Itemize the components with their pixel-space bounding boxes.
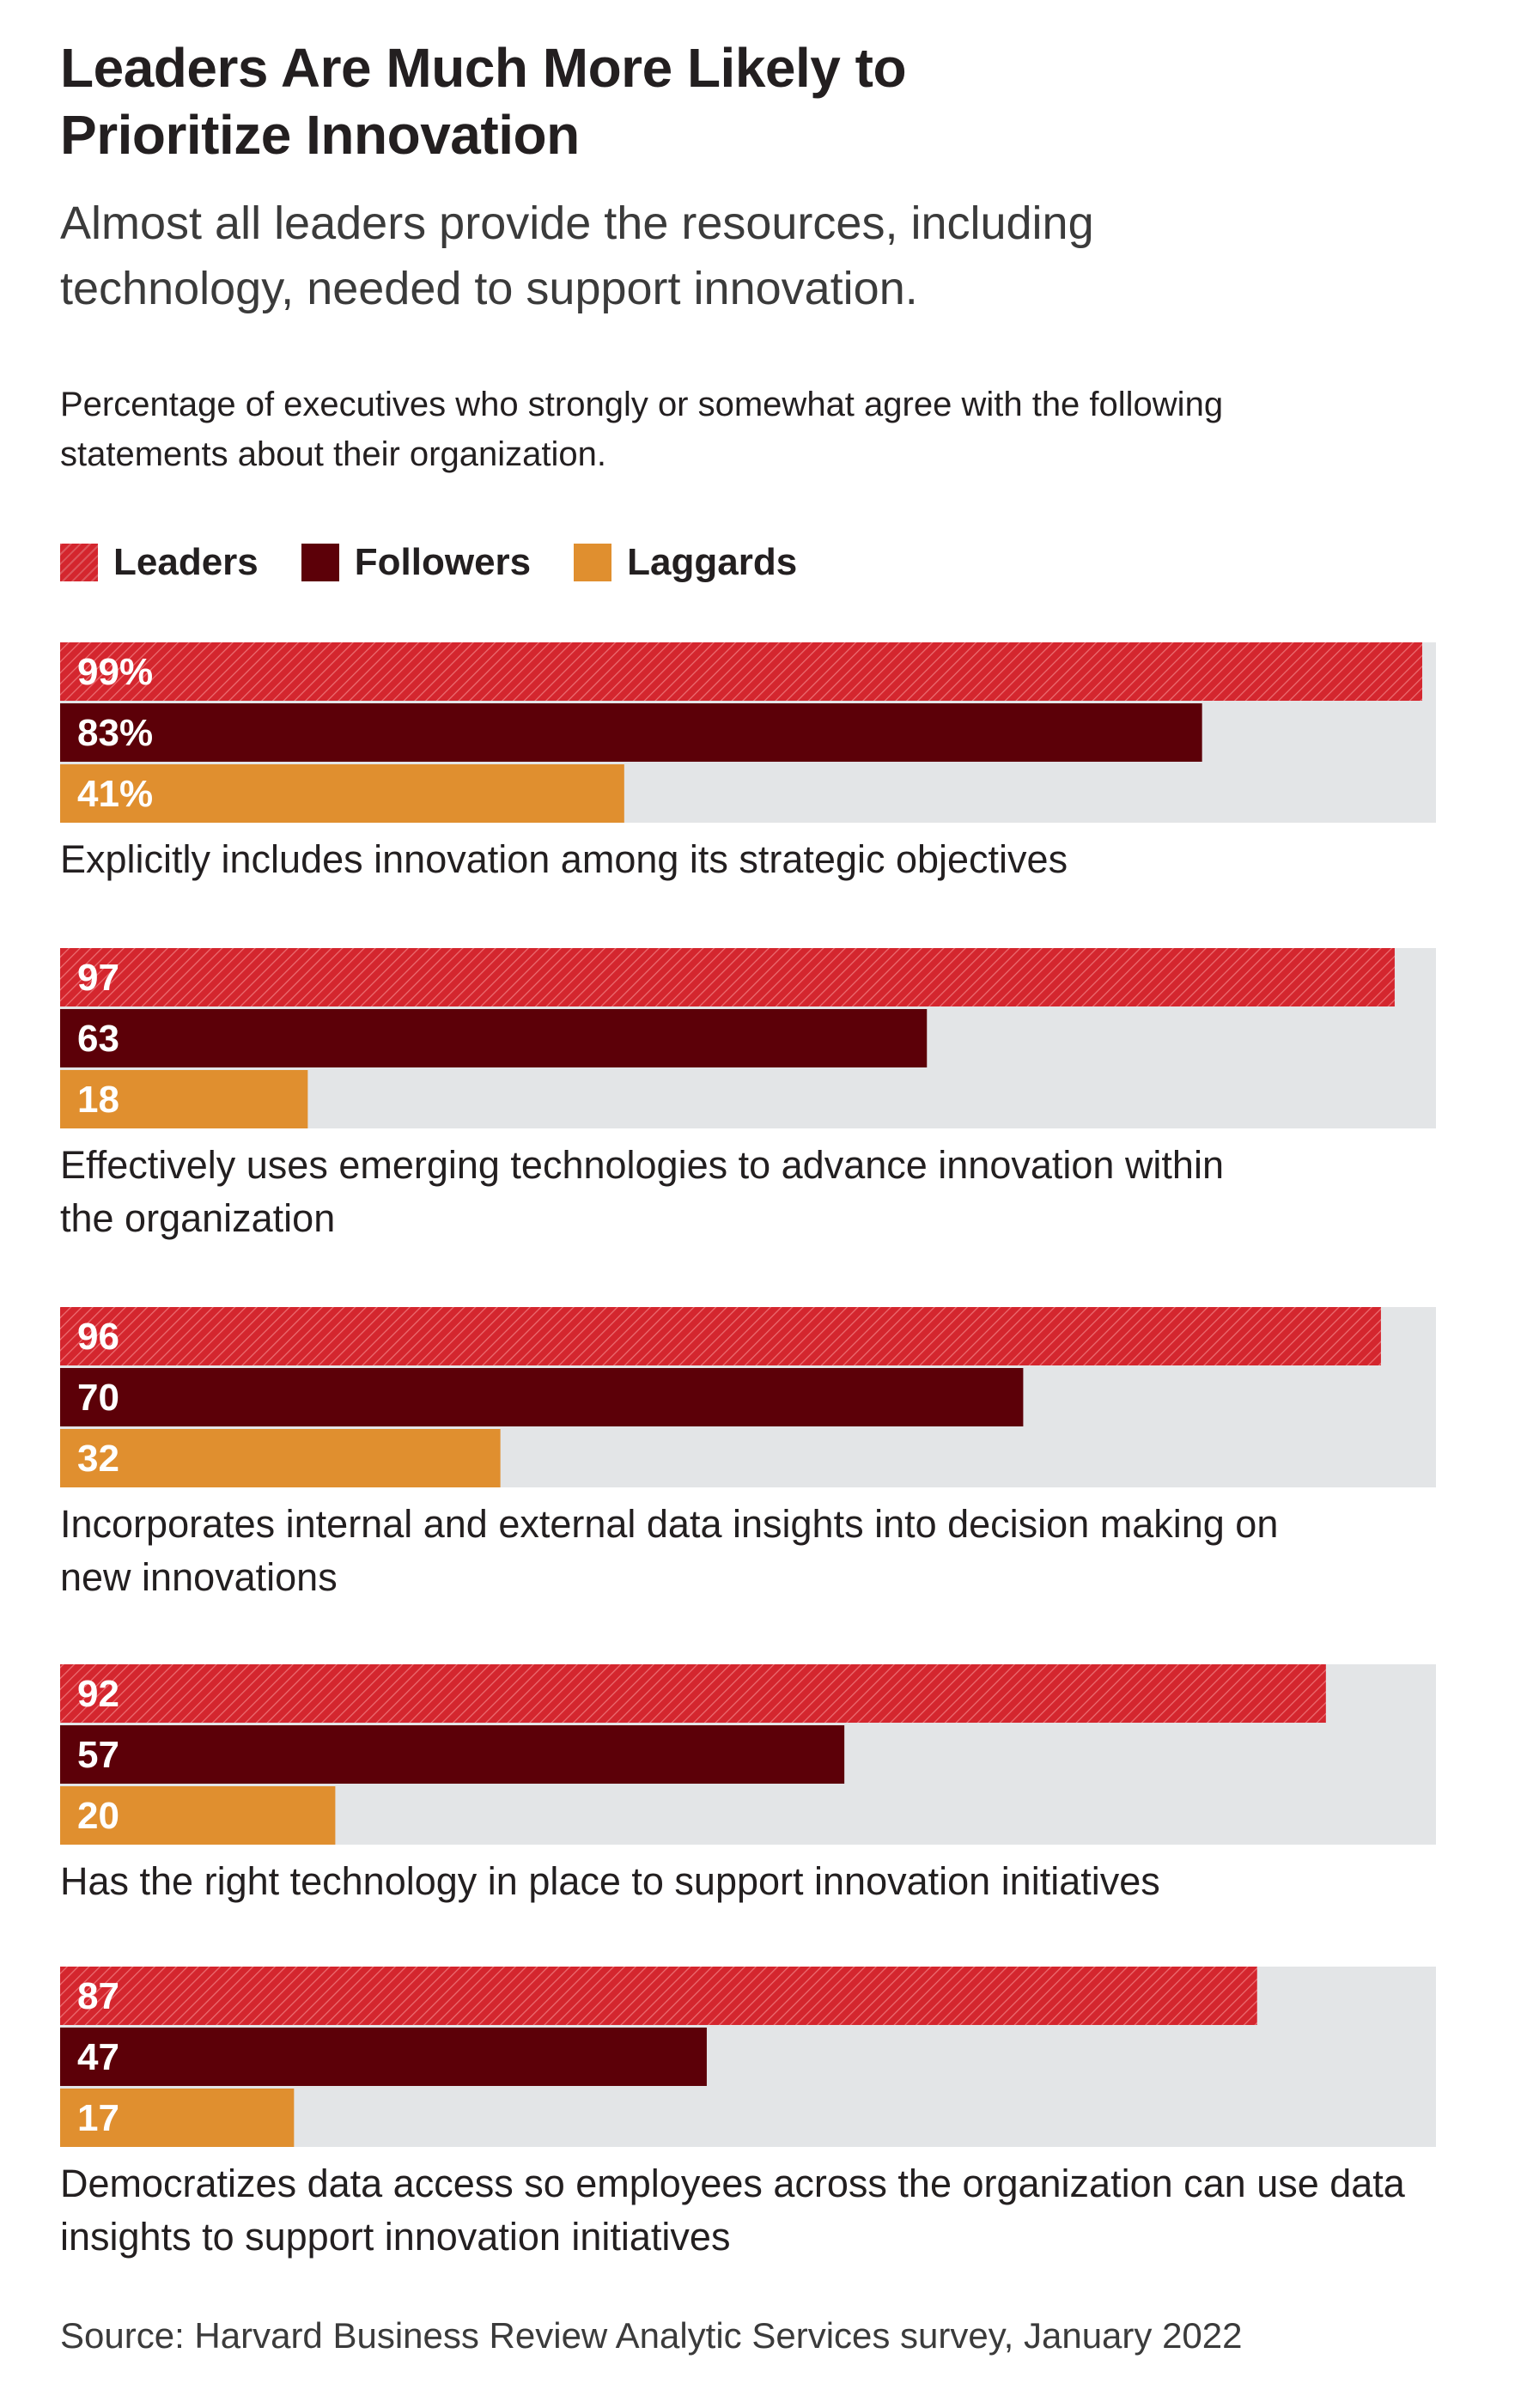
legend-swatch-laggards	[574, 544, 612, 581]
chart-title: Leaders Are Much More Likely to Prioriti…	[60, 34, 1434, 168]
legend-label-followers: Followers	[354, 541, 532, 583]
chart-description-line-1: Percentage of executives who strongly or…	[60, 386, 1224, 423]
category-label-4-line-1: Has the right technology in place to sup…	[60, 1859, 1160, 1903]
legend-label-leaders: Leaders	[113, 541, 259, 583]
chart-subtitle-line-1: Almost all leaders provide the resources…	[60, 198, 1094, 249]
bar-value-leaders-3: 96	[77, 1316, 119, 1358]
bar-value-followers-5: 47	[77, 2036, 119, 2078]
bar-followers-2	[60, 1009, 928, 1067]
bar-value-laggards-3: 32	[77, 1438, 119, 1480]
legend-swatch-followers	[301, 544, 339, 581]
legend-label-laggards: Laggards	[627, 541, 798, 583]
bar-value-leaders-5: 87	[77, 1975, 119, 2017]
bar-laggards-4	[60, 1786, 336, 1845]
bar-leaders-1	[60, 642, 1422, 701]
bar-leaders-5	[60, 1967, 1257, 2025]
bar-value-laggards-5: 17	[77, 2097, 119, 2139]
source-note: Source: Harvard Business Review Analytic…	[60, 2315, 1243, 2356]
bar-value-leaders-2: 97	[77, 957, 119, 999]
bar-leaders-2	[60, 948, 1395, 1006]
bar-followers-3	[60, 1368, 1024, 1426]
bar-value-leaders-1: 99%	[77, 651, 153, 693]
bar-value-followers-1: 83%	[77, 712, 153, 754]
bar-leaders-3	[60, 1307, 1381, 1365]
bar-value-laggards-4: 20	[77, 1795, 119, 1837]
bar-value-laggards-2: 18	[77, 1079, 119, 1121]
chart-title-line-2: Prioritize Innovation	[60, 104, 580, 166]
bar-laggards-3	[60, 1429, 501, 1487]
category-label-2-line-1: Effectively uses emerging technologies t…	[60, 1143, 1224, 1187]
bar-followers-4	[60, 1725, 845, 1784]
bar-leaders-4	[60, 1664, 1326, 1723]
bar-followers-1	[60, 703, 1202, 762]
bar-laggards-1	[60, 764, 624, 823]
bar-laggards-2	[60, 1070, 308, 1128]
bar-value-laggards-1: 41%	[77, 773, 153, 815]
category-label-3-line-1: Incorporates internal and external data …	[60, 1502, 1278, 1546]
bar-value-followers-3: 70	[77, 1377, 119, 1419]
chart-subtitle: Almost all leaders provide the resources…	[60, 191, 1434, 321]
bar-followers-5	[60, 2028, 707, 2086]
category-label-5-line-2: insights to support innovation initiativ…	[60, 2215, 730, 2259]
category-label-5-line-1: Democratizes data access so employees ac…	[60, 2162, 1406, 2205]
chart-title-line-1: Leaders Are Much More Likely to	[60, 37, 907, 99]
chart-description: Percentage of executives who strongly or…	[60, 380, 1451, 479]
bar-value-followers-4: 57	[77, 1734, 119, 1776]
legend-item-followers: Followers	[301, 541, 531, 584]
bar-value-followers-2: 63	[77, 1018, 119, 1060]
legend-swatch-leaders	[60, 544, 98, 581]
category-label-3-line-2: new innovations	[60, 1555, 338, 1599]
chart-legend: Leaders Followers Laggards	[60, 532, 840, 593]
legend-item-laggards: Laggards	[574, 541, 797, 584]
chart-description-line-2: statements about their organization.	[60, 435, 606, 473]
legend-item-leaders: Leaders	[60, 541, 259, 584]
chart-subtitle-line-2: technology, needed to support innovation…	[60, 263, 918, 314]
category-label-1-line-1: Explicitly includes innovation among its…	[60, 837, 1068, 881]
bar-laggards-5	[60, 2089, 295, 2147]
bar-value-leaders-4: 92	[77, 1673, 119, 1715]
category-label-2-line-2: the organization	[60, 1196, 335, 1240]
